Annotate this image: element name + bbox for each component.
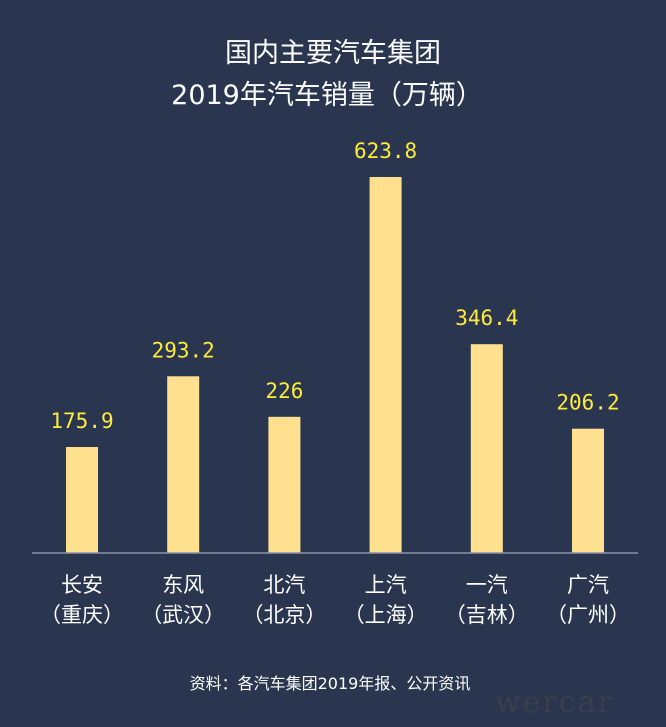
bar-1 — [167, 376, 200, 553]
category-label-2-line-1: 北汽 — [263, 573, 305, 597]
source-note: 资料：各汽车集团2019年报、公开资讯 — [190, 674, 471, 693]
value-label-2: 226 — [265, 379, 303, 403]
category-label-4-line-2: （吉林） — [445, 603, 529, 627]
value-labels-group: 175.9 293.2 226 623.8 346.4 206.2 — [50, 139, 619, 433]
category-label-3-line-2: （上海） — [344, 603, 428, 627]
category-label-1-line-1: 东风 — [162, 573, 204, 597]
bar-5 — [572, 428, 604, 553]
value-label-5: 206.2 — [556, 391, 619, 415]
watermark: wercar — [495, 685, 614, 720]
chart-title-line-2: 2019年汽车销量（万辆） — [171, 80, 483, 111]
bar-3 — [369, 177, 402, 553]
value-label-3: 623.8 — [354, 139, 417, 163]
category-label-5-line-1: 广汽 — [567, 573, 609, 597]
bar-2 — [268, 416, 301, 553]
category-label-0-line-1: 长安 — [61, 573, 103, 597]
chart-title-line-1: 国内主要汽车集团 — [225, 38, 441, 69]
bar-4 — [470, 344, 503, 553]
value-label-1: 293.2 — [152, 338, 215, 362]
category-label-5-line-2: （广州） — [546, 603, 630, 627]
bar-0 — [66, 447, 98, 553]
category-labels-group: 长安 （重庆） 东风 （武汉） 北汽 （北京） 上汽 （上海） 一汽 （吉林） 广汽 （广州） — [40, 573, 630, 627]
category-label-2-line-2: （北京） — [242, 603, 326, 627]
bars-group — [66, 177, 604, 553]
value-label-4: 346.4 — [455, 306, 518, 330]
category-label-0-line-2: （重庆） — [40, 603, 124, 627]
category-label-3-line-1: 上汽 — [365, 573, 407, 597]
category-label-1-line-2: （武汉） — [141, 603, 225, 627]
category-label-4-line-1: 一汽 — [466, 573, 508, 597]
value-label-0: 175.9 — [50, 409, 113, 433]
